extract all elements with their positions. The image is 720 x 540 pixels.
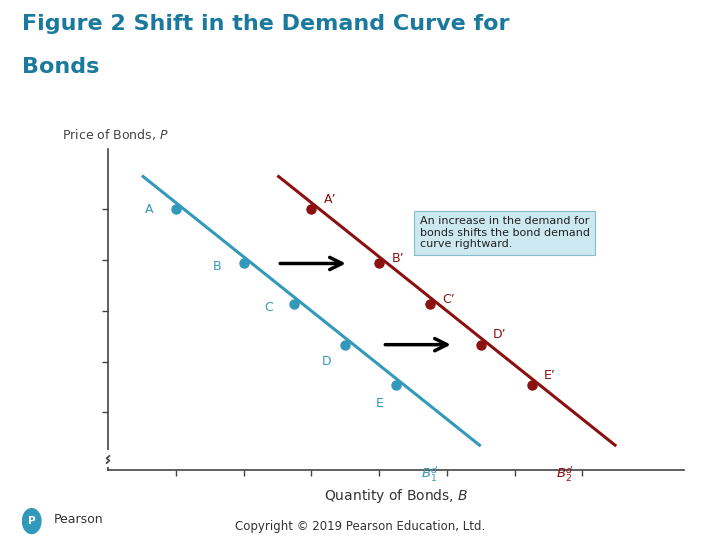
Text: E: E (376, 397, 384, 410)
Text: D: D (321, 355, 331, 368)
Text: B: B (213, 260, 222, 273)
Text: Price of Bonds, $P$: Price of Bonds, $P$ (62, 127, 168, 142)
Text: B’: B’ (391, 252, 404, 265)
Text: Pearson: Pearson (54, 513, 104, 526)
Text: A’: A’ (323, 193, 336, 206)
Text: A: A (145, 203, 154, 216)
X-axis label: Quantity of Bonds, $B$: Quantity of Bonds, $B$ (324, 487, 468, 505)
Circle shape (22, 509, 41, 534)
Text: Copyright © 2019 Pearson Education, Ltd.: Copyright © 2019 Pearson Education, Ltd. (235, 520, 485, 533)
Text: D’: D’ (493, 328, 507, 341)
Text: C’: C’ (442, 293, 455, 306)
Text: $B_2^d$: $B_2^d$ (557, 465, 575, 484)
Text: Figure 2 Shift in the Demand Curve for: Figure 2 Shift in the Demand Curve for (22, 14, 509, 33)
Text: P: P (28, 516, 35, 526)
Text: An increase in the demand for
bonds shifts the bond demand
curve rightward.: An increase in the demand for bonds shif… (420, 216, 590, 249)
Text: E’: E’ (544, 369, 556, 382)
Text: $B_1^d$: $B_1^d$ (421, 465, 438, 484)
Text: Bonds: Bonds (22, 57, 99, 77)
Text: C: C (264, 301, 273, 314)
